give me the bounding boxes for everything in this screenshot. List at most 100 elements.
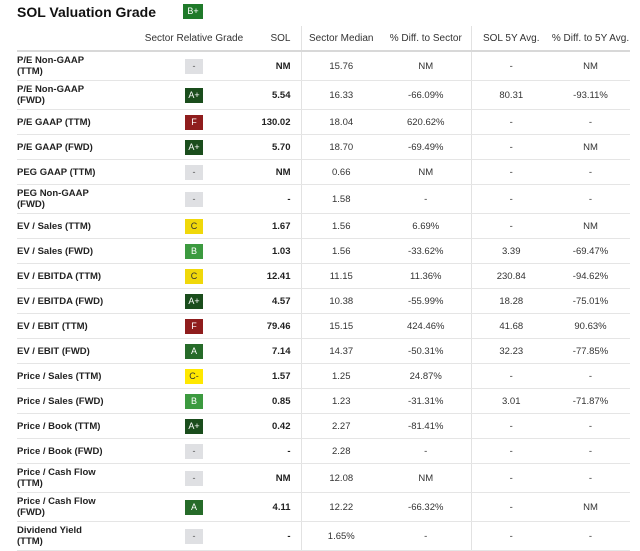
sol-value: NM xyxy=(249,463,301,493)
diff-to-5y-value: - xyxy=(551,363,630,389)
diff-to-sector-value: NM xyxy=(381,463,471,493)
5y-avg-value: - xyxy=(470,463,551,493)
grade-badge: A+ xyxy=(185,139,203,155)
diff-to-5y-value: - xyxy=(551,463,630,493)
grade-badge: - xyxy=(185,58,203,74)
diff-to-5y-value: - xyxy=(551,184,630,214)
table-row: Price / Book (FWD) - -2.28- - - xyxy=(17,438,630,464)
diff-to-sector-value: NM xyxy=(381,51,471,81)
diff-to-5y-value: - xyxy=(551,413,630,439)
diff-to-sector-value: 6.69% xyxy=(381,213,471,239)
diff-to-sector-value: NM xyxy=(381,159,471,185)
5y-avg-value: - xyxy=(470,159,551,185)
sol-value: 1.03 xyxy=(249,238,301,264)
grade-cell: A xyxy=(139,338,249,364)
sol-value: NM xyxy=(249,51,301,81)
metric-name: PEG Non-GAAP (FWD) xyxy=(17,188,89,210)
metric-name: Price / Cash Flow (TTM) xyxy=(17,467,96,489)
metric-label: P/E GAAP (FWD) xyxy=(17,134,139,160)
sector-median-value: 18.04 xyxy=(300,109,381,135)
metric-name: P/E GAAP (TTM) xyxy=(17,116,91,128)
diff-to-5y-value: NM xyxy=(551,213,630,239)
diff-to-5y-value: - xyxy=(551,109,630,135)
diff-to-sector-value: -33.62% xyxy=(381,238,471,264)
table-header-row: Sector Relative Grade SOL Sector Median … xyxy=(17,26,630,52)
metric-name: EV / EBITDA (FWD) xyxy=(17,295,104,307)
grade-cell: C xyxy=(139,213,249,239)
grade-badge: - xyxy=(185,191,203,207)
sector-median-value: 1.56 xyxy=(300,238,381,264)
5y-avg-value: - xyxy=(470,109,551,135)
metric-label: Price / Book (TTM) xyxy=(17,413,139,439)
sector-median-value: 12.22 xyxy=(300,492,381,522)
grade-badge: - xyxy=(185,470,203,486)
sol-value: 0.42 xyxy=(249,413,301,439)
metric-label: Price / Sales (FWD) xyxy=(17,388,139,414)
sol-value: 1.67 xyxy=(249,213,301,239)
grade-badge: F xyxy=(185,318,203,334)
grade-cell: A xyxy=(139,492,249,522)
diff-to-sector-value: - xyxy=(381,438,471,464)
metric-label: EV / EBIT (TTM) xyxy=(17,313,139,339)
sector-median-value: 1.65% xyxy=(300,521,381,551)
sol-value: - xyxy=(249,184,301,214)
metric-label: P/E Non-GAAP (FWD) xyxy=(17,80,139,110)
metric-name: Price / Sales (FWD) xyxy=(17,395,104,407)
grade-badge: C xyxy=(185,268,203,284)
grade-badge: B xyxy=(185,243,203,259)
table-row: Price / Book (TTM) A+ 0.42 2.27 -81.41% - - xyxy=(17,413,630,439)
diff-to-5y-value: NM xyxy=(551,134,630,160)
metric-name: EV / Sales (TTM) xyxy=(17,220,91,232)
metric-name: Price / Sales (TTM) xyxy=(17,370,102,382)
sol-value: 79.46 xyxy=(249,313,301,339)
metric-label: EV / EBITDA (TTM) xyxy=(17,263,139,289)
table-row: EV / Sales (TTM) C 1.67 1.56 6.69% - NM xyxy=(17,213,630,239)
metric-label: PEG GAAP (TTM) xyxy=(17,159,139,185)
diff-to-5y-value: -77.85% xyxy=(551,338,630,364)
metric-name: EV / EBIT (FWD) xyxy=(17,345,90,357)
table-row: Price / Sales (FWD) B 0.85 1.23 -31.31% 3.01-… xyxy=(17,388,630,414)
sol-value: 4.57 xyxy=(249,288,301,314)
sol-value: 12.41 xyxy=(249,263,301,289)
metric-label: EV / Sales (FWD) xyxy=(17,238,139,264)
sector-median-value: 18.70 xyxy=(300,134,381,160)
grade-cell: C xyxy=(139,263,249,289)
metric-name: P/E GAAP (FWD) xyxy=(17,141,93,153)
5y-avg-value: 230.84 xyxy=(470,263,551,289)
sector-median-value: 14.37 xyxy=(300,338,381,364)
metric-label: EV / EBITDA (FWD) xyxy=(17,288,139,314)
sol-value: 0.85 xyxy=(249,388,301,414)
table-row: EV / EBITDA (TTM) C 12.41 11.15 11.36% 230.84… xyxy=(17,263,630,289)
col-header-sector-median: Sector Median xyxy=(300,26,381,52)
5y-avg-value: 3.39 xyxy=(470,238,551,264)
metric-name: EV / EBIT (TTM) xyxy=(17,320,88,332)
grade-badge: A+ xyxy=(185,87,203,103)
metric-label: P/E GAAP (TTM) xyxy=(17,109,139,135)
metric-name: EV / EBITDA (TTM) xyxy=(17,270,102,282)
metric-name: Dividend Yield (TTM) xyxy=(17,525,82,547)
grade-cell: B xyxy=(139,388,249,414)
5y-avg-value: 32.23 xyxy=(470,338,551,364)
diff-to-5y-value: -71.87% xyxy=(551,388,630,414)
sol-value: 1.57 xyxy=(249,363,301,389)
sector-median-value: 1.56 xyxy=(300,213,381,239)
diff-to-sector-value: - xyxy=(381,521,471,551)
grade-cell: - xyxy=(139,521,249,551)
grade-cell: A+ xyxy=(139,288,249,314)
diff-to-sector-value: 11.36% xyxy=(381,263,471,289)
diff-to-5y-value: 90.63% xyxy=(551,313,630,339)
grade-cell: - xyxy=(139,184,249,214)
sector-median-value: 1.25 xyxy=(300,363,381,389)
diff-to-5y-value: -93.11% xyxy=(551,80,630,110)
sector-median-value: 10.38 xyxy=(300,288,381,314)
diff-to-sector-value: - xyxy=(381,184,471,214)
metric-name: PEG GAAP (TTM) xyxy=(17,166,96,178)
diff-to-5y-value: - xyxy=(551,438,630,464)
sector-median-value: 1.23 xyxy=(300,388,381,414)
table-row: PEG GAAP (TTM) - NM 0.66 NM - - xyxy=(17,159,630,185)
sol-value: - xyxy=(249,521,301,551)
diff-to-sector-value: 424.46% xyxy=(381,313,471,339)
diff-to-5y-value: NM xyxy=(551,492,630,522)
metric-label: EV / EBIT (FWD) xyxy=(17,338,139,364)
